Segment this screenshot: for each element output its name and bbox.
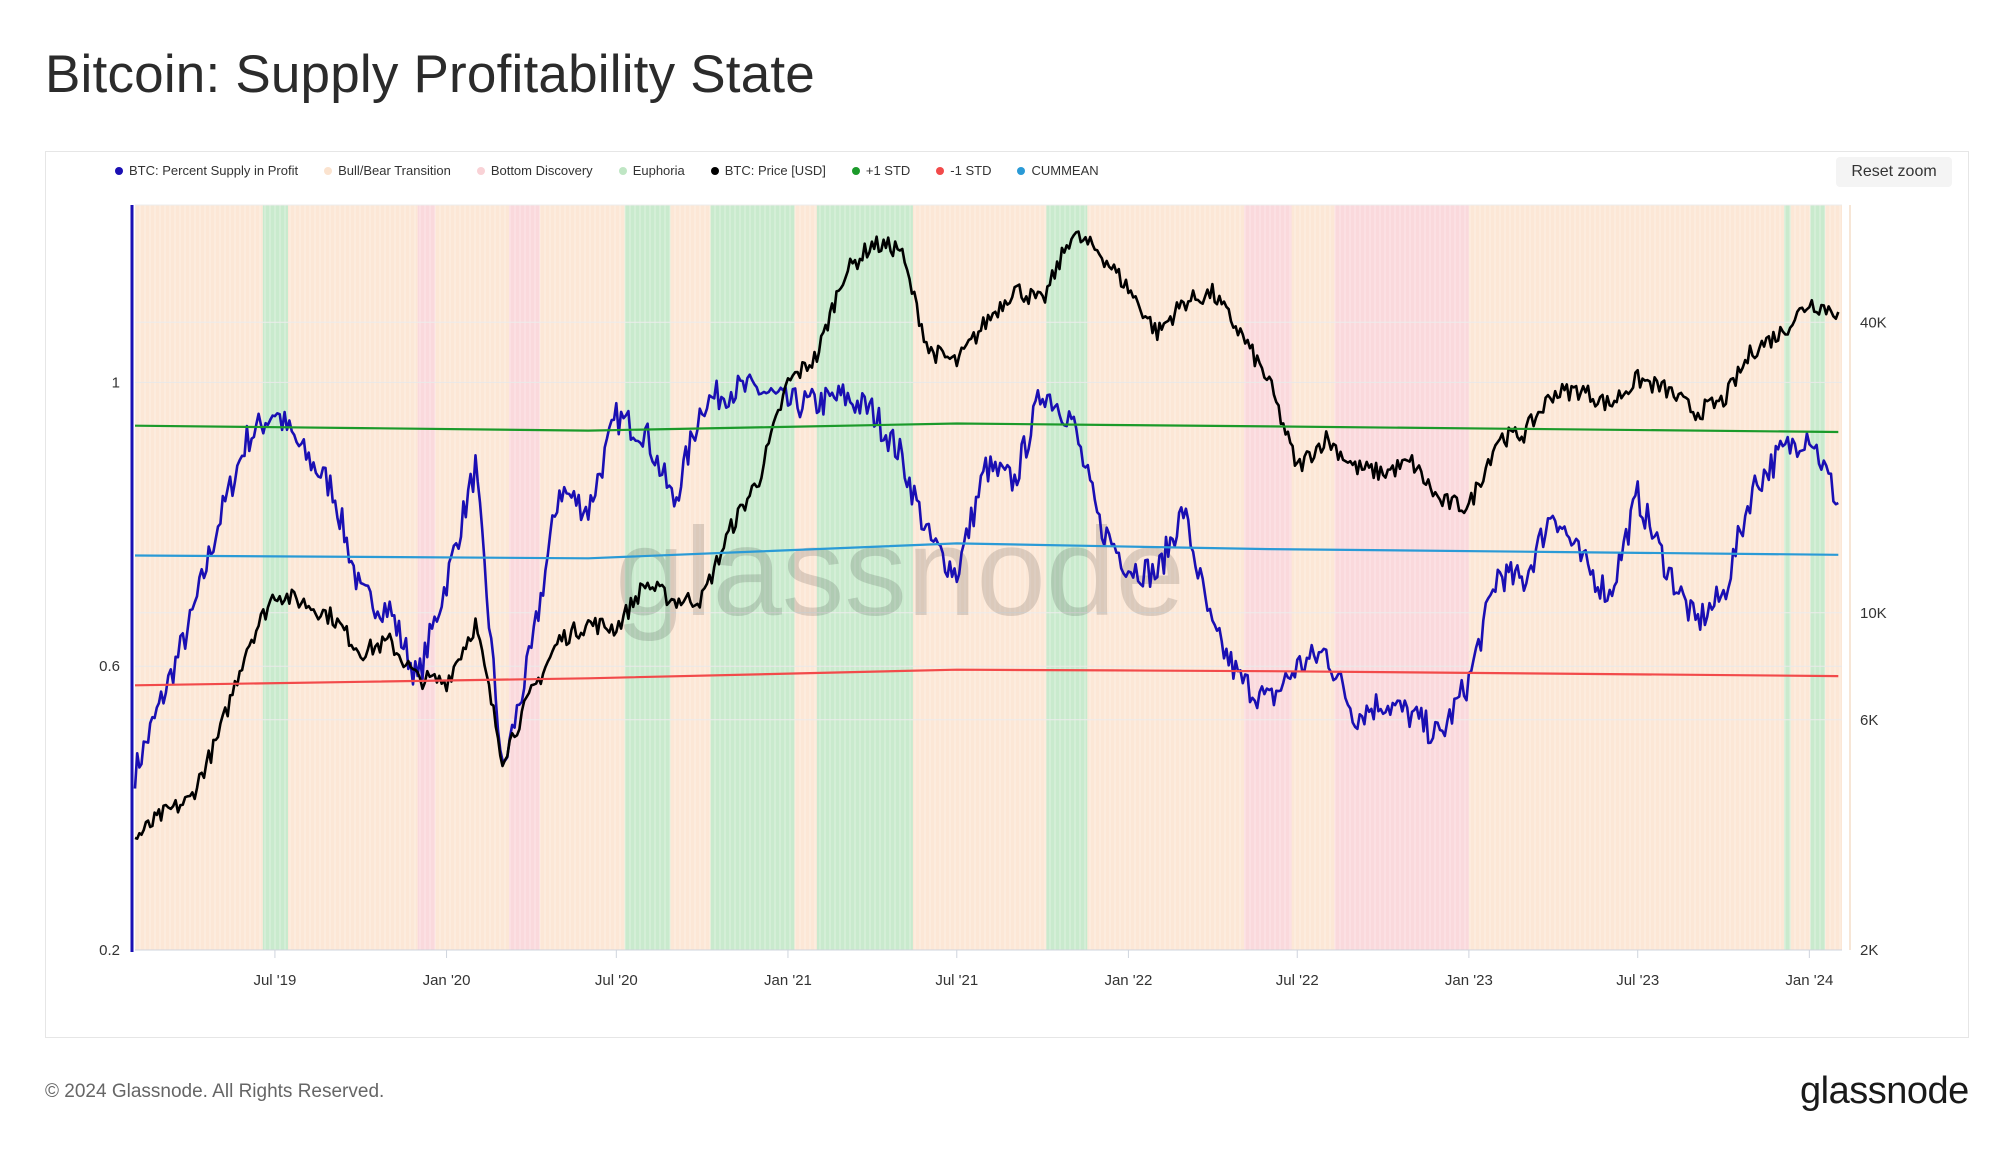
region-bottom-discovery: [417, 205, 436, 950]
legend-dot-icon: [115, 166, 123, 175]
legend-item-plus-1-std[interactable]: +1 STD: [851, 163, 911, 178]
region-euphoria: [1046, 205, 1088, 950]
region-euphoria: [816, 205, 913, 950]
y-left-tick-label: 0.6: [99, 658, 120, 675]
legend-item-cummean[interactable]: CUMMEAN: [1017, 163, 1099, 178]
region-bull-bear-transition: [287, 205, 418, 950]
legend-dot-icon: [1017, 166, 1026, 175]
region-bull-bear-transition: [539, 205, 625, 950]
reset-zoom-button[interactable]: Reset zoom: [1836, 157, 1952, 187]
legend-label: Euphoria: [632, 163, 685, 178]
region-bull-bear-transition: [1291, 205, 1335, 950]
legend-dot-icon: [476, 166, 485, 175]
state-regions: [134, 205, 1842, 950]
legend-item-btc-price[interactable]: BTC: Price [USD]: [710, 163, 826, 178]
y-right-tick-label: 2K: [1860, 942, 1878, 959]
region-bull-bear-transition: [1087, 205, 1245, 950]
legend-item-euphoria[interactable]: Euphoria: [618, 163, 685, 178]
x-tick-label: Jul '21: [935, 972, 978, 989]
series--1-std: [134, 668, 1839, 687]
page-title: Bitcoin: Supply Profitability State: [45, 45, 815, 104]
region-bull-bear-transition: [670, 205, 711, 950]
x-tick-label: Jan '21: [764, 972, 812, 989]
x-tick-label: Jul '20: [595, 972, 638, 989]
y-right-tick-label: 6K: [1860, 712, 1878, 729]
brand-logo: glassnode: [1800, 1070, 1969, 1112]
region-euphoria: [1810, 205, 1826, 950]
legend-label: +1 STD: [865, 163, 911, 178]
legend-label: Bottom Discovery: [490, 163, 593, 178]
series-cummean: [134, 542, 1839, 560]
legend: BTC: Percent Supply in Profit Bull/Bear …: [115, 163, 1099, 178]
copyright-footer: © 2024 Glassnode. All Rights Reserved.: [45, 1081, 385, 1102]
series-btc-percent-supply-in-profit: [133, 373, 1839, 789]
x-tick-label: Jul '23: [1616, 972, 1659, 989]
x-tick-label: Jul '19: [253, 972, 296, 989]
y-right-tick-label: 40K: [1860, 314, 1887, 331]
region-bull-bear-transition: [1468, 205, 1785, 950]
region-bottom-discovery: [509, 205, 540, 950]
x-tick-label: Jan '23: [1445, 972, 1493, 989]
region-bottom-discovery: [1334, 205, 1469, 950]
x-tick-label: Jan '22: [1104, 972, 1152, 989]
legend-dot-icon: [936, 166, 945, 175]
y-left-tick-label: 0.2: [99, 942, 120, 959]
legend-item-bottom-discovery[interactable]: Bottom Discovery: [476, 163, 593, 178]
legend-label: BTC: Percent Supply in Profit: [129, 163, 299, 178]
region-euphoria: [1784, 205, 1791, 950]
legend-item-bull-bear-transition[interactable]: Bull/Bear Transition: [324, 163, 451, 178]
region-bull-bear-transition: [1790, 205, 1811, 950]
series--1-std: [134, 422, 1839, 434]
y-left-tick-label: 1: [112, 374, 120, 391]
x-tick-label: Jan '24: [1785, 972, 1833, 989]
region-bull-bear-transition: [912, 205, 1047, 950]
watermark-text: glassnode: [615, 503, 1185, 642]
legend-label: Bull/Bear Transition: [338, 163, 451, 178]
legend-dot-icon: [618, 166, 627, 175]
legend-label: CUMMEAN: [1031, 163, 1099, 178]
legend-label: BTC: Price [USD]: [724, 163, 826, 178]
region-bull-bear-transition: [435, 205, 510, 950]
region-bull-bear-transition: [1825, 205, 1842, 950]
region-euphoria: [624, 205, 671, 950]
legend-item-supply-in-profit[interactable]: BTC: Percent Supply in Profit: [115, 163, 298, 178]
legend-item-minus-1-std[interactable]: -1 STD: [936, 163, 991, 178]
x-tick-label: Jan '20: [423, 972, 471, 989]
region-euphoria: [262, 205, 288, 950]
region-bottom-discovery: [1244, 205, 1292, 950]
axes: 0.2 0.6 1 2K 6K 10K 40K Jul '19 Jan '20 Jul '20 Ja…: [99, 205, 1887, 989]
region-euphoria: [710, 205, 795, 950]
legend-dot-icon: [324, 166, 333, 175]
series-lines: [133, 230, 1840, 840]
x-tick-label: Jul '22: [1276, 972, 1319, 989]
legend-dot-icon: [851, 166, 860, 175]
legend-dot-icon: [710, 166, 719, 175]
y-right-tick-label: 10K: [1860, 605, 1887, 622]
legend-label: -1 STD: [950, 163, 992, 178]
series-btc-price-usd-: [134, 230, 1840, 840]
